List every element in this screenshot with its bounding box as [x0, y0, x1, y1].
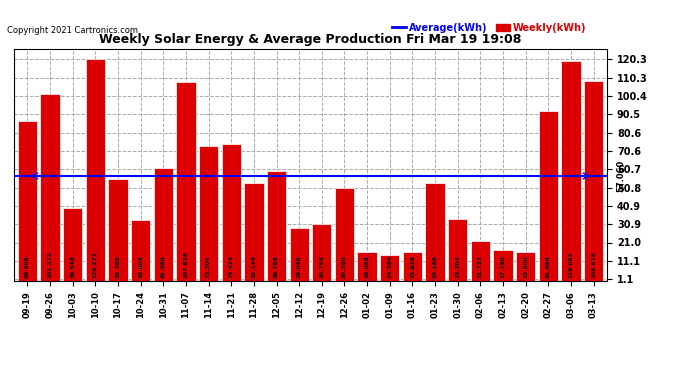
Bar [108, 179, 128, 281]
Text: 29.048: 29.048 [297, 256, 302, 279]
Bar [290, 228, 309, 281]
Text: 33.004: 33.004 [138, 256, 143, 279]
Text: 73.304: 73.304 [206, 256, 211, 279]
Text: 59.768: 59.768 [274, 256, 279, 279]
Text: 53.168: 53.168 [433, 256, 437, 279]
Text: 108.616: 108.616 [591, 252, 596, 279]
Bar [244, 183, 264, 281]
Text: 74.424: 74.424 [228, 256, 234, 279]
Text: 101.272: 101.272 [48, 252, 52, 279]
Text: 107.816: 107.816 [184, 252, 188, 279]
Bar [471, 241, 490, 281]
Text: 57.060: 57.060 [616, 160, 625, 192]
Text: 15.600: 15.600 [523, 256, 528, 279]
Text: 55.388: 55.388 [115, 256, 121, 279]
Text: 50.380: 50.380 [342, 256, 347, 279]
Text: 21.732: 21.732 [478, 256, 483, 279]
Text: 39.548: 39.548 [70, 256, 75, 279]
Bar [177, 82, 195, 281]
Bar [516, 252, 535, 281]
Text: 91.996: 91.996 [546, 256, 551, 279]
Text: 17.180: 17.180 [500, 256, 506, 279]
Legend: Average(kWh), Weekly(kWh): Average(kWh), Weekly(kWh) [388, 19, 591, 36]
Bar [267, 171, 286, 281]
Bar [63, 208, 82, 281]
Text: 61.560: 61.560 [161, 256, 166, 279]
Text: Copyright 2021 Cartronics.com: Copyright 2021 Cartronics.com [7, 26, 138, 35]
Bar [131, 220, 150, 281]
Bar [426, 183, 444, 281]
Bar [335, 188, 354, 281]
Title: Weekly Solar Energy & Average Production Fri Mar 19 19:08: Weekly Solar Energy & Average Production… [99, 33, 522, 46]
Text: 16.068: 16.068 [364, 256, 370, 279]
Bar [357, 252, 377, 281]
Text: 53.144: 53.144 [251, 256, 257, 279]
Bar [562, 62, 580, 281]
Bar [199, 146, 218, 281]
Bar [41, 94, 59, 281]
Bar [539, 111, 558, 281]
Text: 14.384: 14.384 [387, 256, 393, 279]
Text: 86.608: 86.608 [25, 256, 30, 279]
Text: 30.768: 30.768 [319, 256, 324, 279]
Bar [448, 219, 467, 281]
Text: 119.092: 119.092 [569, 252, 573, 279]
Bar [221, 144, 241, 281]
Bar [584, 81, 603, 281]
Bar [86, 59, 105, 281]
Bar [18, 122, 37, 281]
Bar [312, 225, 331, 281]
Bar [403, 252, 422, 281]
Bar [493, 249, 513, 281]
Bar [154, 168, 173, 281]
Text: 57.060: 57.060 [0, 160, 3, 192]
Text: 120.272: 120.272 [93, 252, 98, 279]
Text: 15.928: 15.928 [410, 256, 415, 279]
Text: 33.504: 33.504 [455, 256, 460, 279]
Bar [380, 255, 400, 281]
